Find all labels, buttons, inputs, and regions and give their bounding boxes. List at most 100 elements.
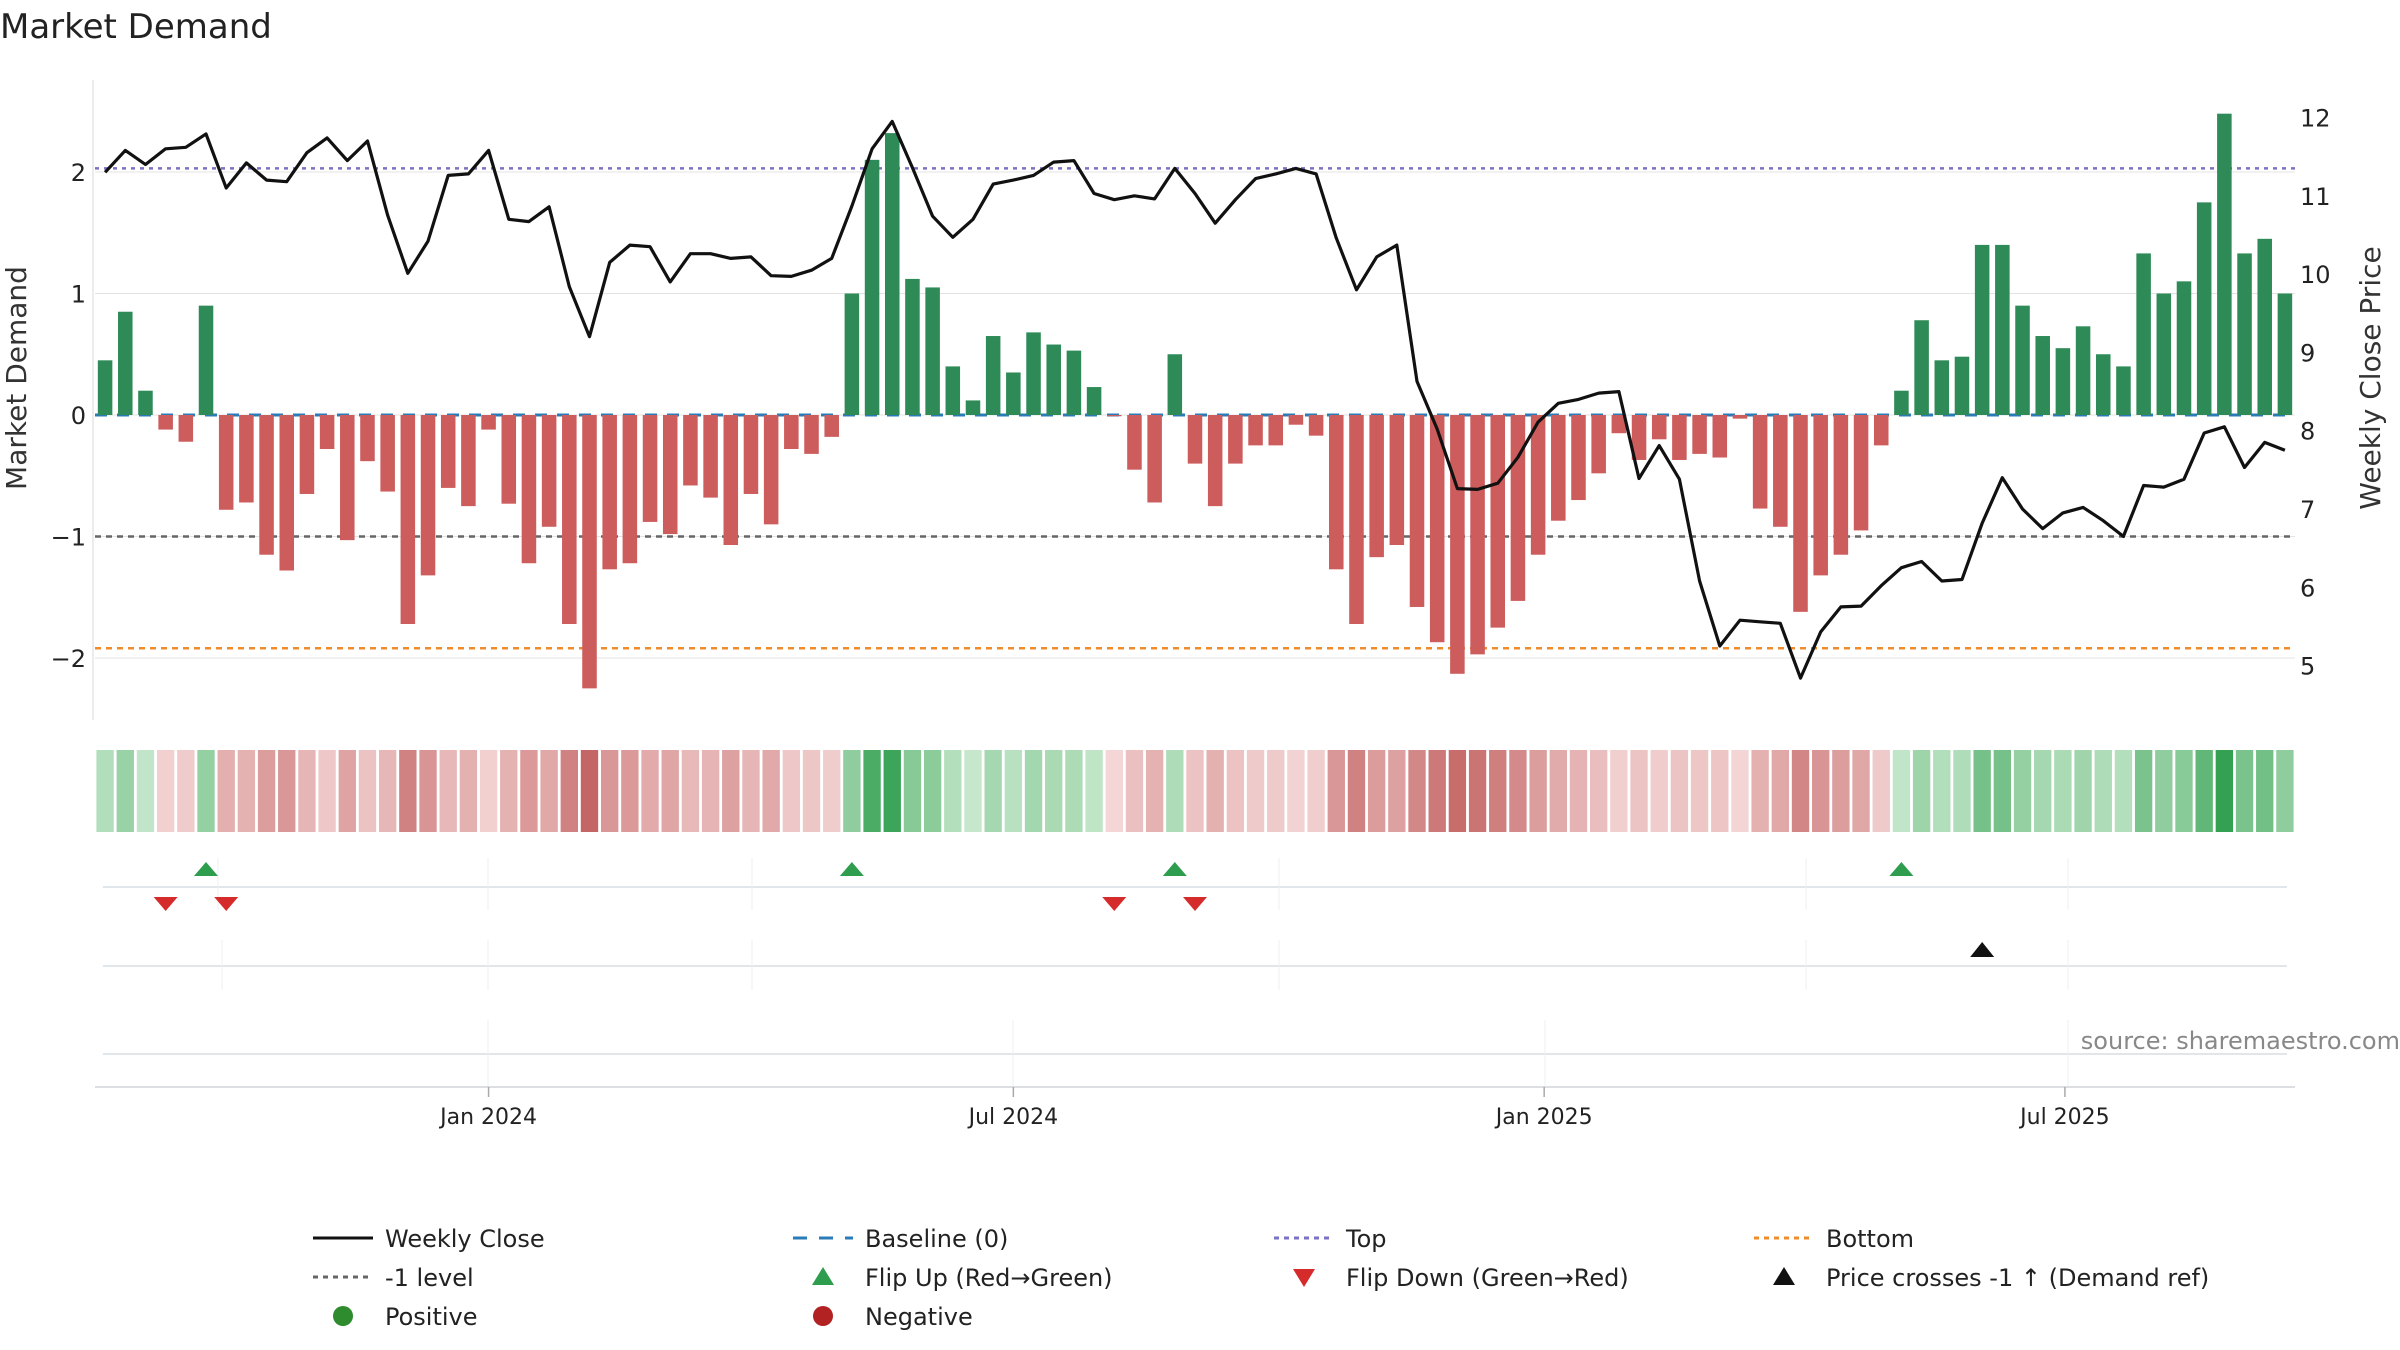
strip-cell bbox=[1125, 750, 1144, 832]
demand-bar bbox=[501, 415, 517, 504]
demand-bar bbox=[1409, 415, 1425, 607]
price-line bbox=[103, 119, 2286, 680]
left-tick-label: 2 bbox=[71, 159, 86, 187]
strip-cell bbox=[2013, 750, 2032, 832]
demand-bar bbox=[319, 415, 335, 450]
legend-item: Top bbox=[1274, 1225, 1387, 1253]
demand-bar bbox=[1288, 415, 1304, 425]
strip-cell bbox=[1670, 750, 1689, 832]
strip-cell bbox=[1953, 750, 1971, 832]
strip-cell bbox=[1812, 750, 1830, 832]
legend-item: Price crosses -1 ↑ (Demand ref) bbox=[1773, 1264, 2209, 1292]
flip-up-marker bbox=[194, 862, 219, 876]
strip-cell bbox=[2256, 750, 2274, 832]
date-tick-label: Jan 2024 bbox=[438, 1105, 537, 1130]
demand-bar bbox=[1147, 415, 1162, 503]
demand-bar bbox=[925, 287, 940, 415]
strip-cell bbox=[116, 750, 134, 832]
demand-bar bbox=[2196, 202, 2212, 415]
strip-cell bbox=[156, 750, 175, 832]
price-line-group bbox=[103, 119, 2286, 680]
right-tick-label: 9 bbox=[2300, 339, 2315, 367]
left-axis-label: Market Demand bbox=[0, 266, 33, 490]
demand-bar bbox=[642, 415, 658, 522]
demand-bar bbox=[1692, 415, 1707, 454]
strip-cell bbox=[1509, 750, 1527, 832]
strip-cell bbox=[1226, 750, 1245, 832]
demand-bar bbox=[1974, 244, 1990, 415]
strip-cell bbox=[177, 750, 195, 832]
demand-bar bbox=[844, 293, 860, 415]
legend-item: Positive bbox=[333, 1303, 478, 1331]
flip-down-marker bbox=[214, 897, 239, 911]
left-tick-label: 0 bbox=[71, 402, 86, 430]
strip-cell bbox=[419, 750, 437, 832]
strip-cell bbox=[338, 750, 356, 832]
strip-cell bbox=[984, 750, 1002, 832]
strip-cell bbox=[500, 750, 518, 832]
demand-bar bbox=[218, 415, 234, 510]
legend: Weekly Close Baseline (0) Top Bottom -1 leve… bbox=[313, 1225, 2209, 1331]
demand-bar bbox=[2277, 293, 2293, 415]
strip-cell bbox=[136, 750, 155, 832]
demand-bar bbox=[198, 305, 214, 415]
right-tick-label: 8 bbox=[2300, 418, 2315, 446]
demand-bar bbox=[1732, 415, 1748, 419]
legend-swatch bbox=[333, 1306, 353, 1326]
demand-bar bbox=[905, 278, 920, 415]
demand-color-strip bbox=[96, 750, 2294, 832]
strip-cell bbox=[1912, 750, 1931, 832]
strip-cell bbox=[1771, 750, 1789, 832]
flip-down-marker bbox=[1183, 897, 1207, 911]
strip-cell bbox=[1186, 750, 1204, 832]
demand-bar bbox=[1369, 415, 1384, 558]
strip-cell bbox=[237, 750, 256, 832]
strip-cell bbox=[1489, 750, 1507, 832]
demand-bar bbox=[420, 415, 436, 576]
strip-cell bbox=[1529, 750, 1547, 832]
strip-cell bbox=[96, 750, 114, 832]
demand-bar bbox=[703, 415, 718, 498]
flip-down-marker bbox=[153, 897, 178, 911]
strip-cell bbox=[439, 750, 457, 832]
left-tick-label: 1 bbox=[71, 281, 86, 309]
strip-cell bbox=[621, 750, 639, 832]
strip-cell bbox=[1267, 750, 1285, 832]
demand-bar bbox=[1107, 415, 1122, 417]
demand-bar bbox=[380, 415, 395, 492]
strip-cell bbox=[1569, 750, 1588, 832]
demand-bar bbox=[1389, 415, 1405, 546]
strip-cell bbox=[923, 750, 942, 832]
demand-bar bbox=[1006, 372, 1021, 415]
right-tick-label: 12 bbox=[2300, 105, 2331, 133]
legend-label: Bottom bbox=[1826, 1225, 1914, 1253]
demand-bar bbox=[1450, 415, 1465, 674]
legend-label: Price crosses -1 ↑ (Demand ref) bbox=[1826, 1264, 2209, 1292]
legend-label: Flip Up (Red→Green) bbox=[865, 1264, 1113, 1292]
strip-cell bbox=[1408, 750, 1426, 832]
strip-cell bbox=[217, 750, 235, 832]
demand-bar bbox=[602, 415, 617, 570]
strip-cell bbox=[560, 750, 578, 832]
strip-cell bbox=[1166, 750, 1184, 832]
demand-bar bbox=[1752, 415, 1768, 509]
strip-cell bbox=[1065, 750, 1083, 832]
strip-cell bbox=[1650, 750, 1668, 832]
strip-cell bbox=[1852, 750, 1870, 832]
demand-bar bbox=[1530, 415, 1546, 555]
strip-cell bbox=[580, 750, 599, 832]
demand-bar bbox=[461, 415, 476, 507]
legend-swatch bbox=[1773, 1267, 1795, 1285]
demand-bar bbox=[824, 415, 839, 437]
demand-bar bbox=[1308, 415, 1324, 436]
strip-cell bbox=[520, 750, 538, 832]
demand-bar bbox=[1228, 415, 1243, 464]
demand-bar bbox=[1551, 415, 1566, 521]
strip-cell bbox=[701, 750, 720, 832]
right-tick-label: 7 bbox=[2300, 496, 2315, 524]
strip-cell bbox=[964, 750, 982, 832]
left-tick-label: −2 bbox=[51, 645, 86, 673]
demand-bar bbox=[1167, 354, 1183, 415]
demand-bar bbox=[1853, 415, 1869, 531]
strip-cell bbox=[802, 750, 821, 832]
